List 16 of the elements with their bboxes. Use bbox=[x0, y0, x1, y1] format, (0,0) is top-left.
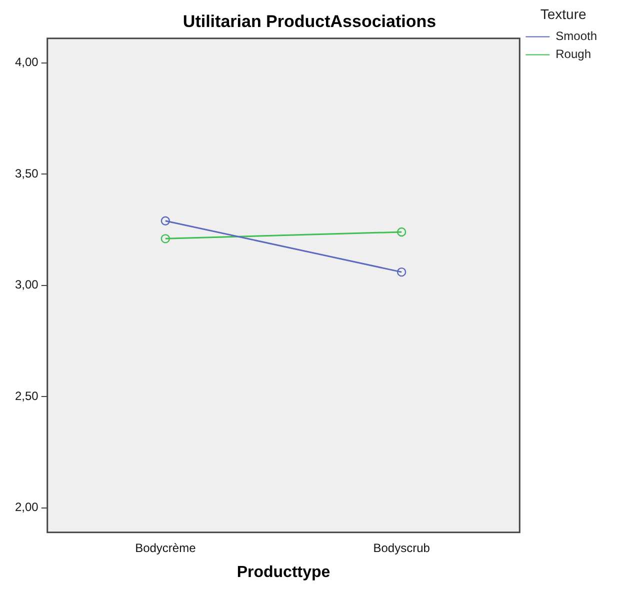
point bbox=[396, 227, 406, 237]
legend-label: Rough bbox=[556, 47, 592, 62]
y-tick-label: 4,00 bbox=[14, 55, 39, 70]
y-tick-label: 3,00 bbox=[14, 278, 39, 292]
legend-title: Texture bbox=[540, 6, 586, 22]
point bbox=[396, 267, 406, 277]
y-tick-label: 3,50 bbox=[14, 166, 39, 180]
chart-title: Utilitarian ProductAssociations bbox=[182, 12, 436, 31]
x-tick-label: Bodyscrub bbox=[373, 540, 430, 555]
point bbox=[160, 234, 170, 244]
y-tick-label: 2,50 bbox=[14, 388, 39, 403]
x-tick-label: Bodycrème bbox=[135, 540, 196, 555]
point bbox=[160, 216, 170, 226]
x-axis-title: Producttype bbox=[236, 564, 330, 581]
legend-label: Smooth bbox=[556, 29, 598, 44]
y-tick-label: 2,00 bbox=[14, 500, 39, 514]
